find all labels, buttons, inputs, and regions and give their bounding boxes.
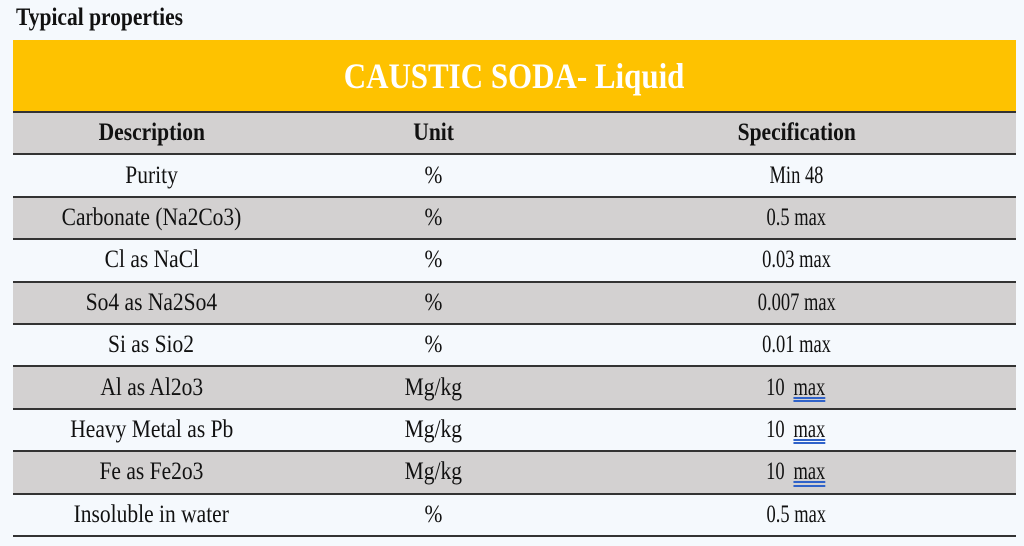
header-description: Description — [98, 119, 205, 147]
spec-value: 0.01 max — [762, 331, 831, 359]
header-specification: Specification — [737, 119, 856, 147]
table-row: Purity % Min 48 — [13, 155, 1016, 198]
spec-value: 0.5 max — [766, 500, 827, 528]
cell-description: Cl as NaCl — [104, 246, 199, 274]
product-name: CAUSTIC SODA- Liquid — [344, 55, 685, 96]
spec-suffix: max — [794, 458, 826, 486]
cell-unit: Mg/kg — [404, 458, 463, 486]
spec-value: 10 — [766, 458, 790, 486]
cell-description: Carbonate (Na2Co3) — [61, 203, 242, 231]
cell-specification: 0.5 max — [577, 495, 1016, 535]
table-row: Insoluble in water % 0.5 max — [13, 495, 1016, 537]
cell-description: Al as Al2o3 — [100, 373, 203, 401]
cell-description: Si as Sio2 — [108, 331, 195, 359]
cell-description: Heavy Metal as Pb — [69, 415, 233, 443]
table-header: Description Unit Specification — [13, 113, 1016, 156]
cell-specification: 0.007 max — [577, 283, 1016, 323]
cell-specification: 10 max — [577, 410, 1016, 450]
cell-specification: 10 max — [577, 452, 1016, 492]
spec-value: 10 — [766, 415, 790, 443]
table-row: Al as Al2o3 Mg/kg 10 max — [13, 367, 1016, 410]
spec-value: Min 48 — [769, 161, 824, 189]
cell-unit: % — [424, 331, 443, 359]
cell-unit: % — [424, 246, 443, 274]
table-row: Heavy Metal as Pb Mg/kg 10 max — [13, 410, 1016, 453]
spec-value: 10 — [766, 373, 790, 401]
cell-specification: Min 48 — [577, 155, 1016, 195]
spec-suffix: max — [794, 415, 826, 443]
cell-unit: % — [424, 288, 443, 316]
cell-unit: % — [424, 203, 443, 231]
product-banner: CAUSTIC SODA- Liquid — [13, 40, 1016, 113]
cell-unit: Mg/kg — [404, 373, 463, 401]
cell-unit: % — [424, 161, 443, 189]
header-unit: Unit — [413, 119, 454, 147]
properties-table: CAUSTIC SODA- Liquid Description Unit Sp… — [13, 40, 1016, 537]
cell-description: Insoluble in water — [73, 500, 230, 528]
cell-unit: % — [424, 500, 443, 528]
table-row: Fe as Fe2o3 Mg/kg 10 max — [13, 452, 1016, 495]
cell-specification: 0.03 max — [577, 240, 1016, 280]
table-row: Cl as NaCl % 0.03 max — [13, 240, 1016, 283]
table-row: Si as Sio2 % 0.01 max — [13, 325, 1016, 368]
spec-suffix: max — [794, 373, 826, 401]
cell-description: Purity — [125, 161, 178, 189]
table-row: So4 as Na2So4 % 0.007 max — [13, 282, 1016, 325]
spec-value: 0.03 max — [762, 246, 831, 274]
cell-specification: 0.01 max — [577, 325, 1016, 365]
table-row: Carbonate (Na2Co3) % 0.5 max — [13, 197, 1016, 241]
cell-specification: 0.5 max — [577, 198, 1016, 238]
spec-value: 0.007 max — [757, 288, 836, 316]
cell-description: Fe as Fe2o3 — [99, 458, 204, 486]
cell-specification: 10 max — [577, 367, 1016, 407]
spec-value: 0.5 max — [766, 203, 827, 231]
page-title: Typical properties — [16, 4, 184, 31]
cell-description: So4 as Na2So4 — [85, 288, 218, 316]
cell-unit: Mg/kg — [404, 415, 463, 443]
